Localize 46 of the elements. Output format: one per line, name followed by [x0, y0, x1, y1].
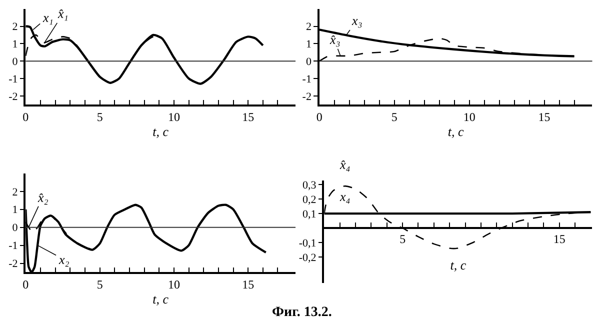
y-tick-label: 2 — [12, 186, 18, 198]
y-tick-label: 1 — [12, 38, 18, 51]
y-tick-label: -1 — [302, 73, 312, 86]
x-tick-label: 15 — [242, 110, 254, 124]
x-axis-title: t, c — [152, 124, 169, 139]
x-tick-label: 15 — [538, 110, 550, 124]
y-tick-label: 0 — [12, 222, 18, 234]
x-tick-label: 5 — [96, 110, 103, 124]
annotation: x̂₄ — [339, 157, 351, 172]
annotation: x₂ — [58, 252, 70, 267]
x-tick-label: 0 — [22, 277, 29, 292]
y-tick-label: 0,1 — [302, 208, 316, 220]
y-tick-label: -2 — [8, 90, 18, 103]
y-tick-label: -1 — [8, 240, 18, 252]
x-tick-label: 5 — [400, 232, 406, 246]
y-tick-label: -1 — [8, 73, 18, 86]
y-tick-label: -2 — [302, 90, 312, 103]
annotation: x̂₁ — [57, 6, 68, 21]
x-axis-title: t, c — [152, 291, 169, 306]
annotation: x₃ — [351, 13, 362, 28]
y-tick-label: 1 — [12, 204, 18, 216]
y-tick-label: 2 — [306, 21, 312, 34]
annotation: x̂₃ — [329, 32, 340, 47]
y-tick-label: 0,2 — [302, 194, 316, 206]
y-tick-label: -0,1 — [298, 237, 316, 250]
text: Фиг. 13.2. — [272, 305, 332, 320]
x-tick-label: 15 — [553, 232, 566, 246]
x-tick-label: 10 — [463, 110, 476, 124]
y-tick-label: 1 — [306, 38, 312, 51]
y-tick-label: 0 — [12, 56, 18, 68]
x-axis-title: t, c — [450, 257, 466, 272]
y-tick-label: -0,2 — [298, 252, 316, 264]
y-tick-label: 2 — [12, 21, 18, 34]
annotation: x̂₂ — [37, 190, 49, 205]
annotation: x₄ — [339, 189, 351, 204]
annotation: x₁ — [42, 10, 54, 25]
x-tick-label: 5 — [96, 277, 103, 292]
x-tick-label: 10 — [168, 277, 180, 292]
y-tick-label: -2 — [8, 258, 18, 270]
y-tick-label: 0,3 — [302, 179, 317, 192]
x-tick-label: 15 — [242, 277, 254, 292]
x-axis-title: t, c — [448, 124, 464, 139]
x-tick-label: 0 — [22, 110, 29, 124]
x-tick-label: 5 — [391, 110, 398, 124]
x-tick-label: 10 — [168, 110, 180, 124]
y-tick-label: 0 — [306, 56, 312, 68]
